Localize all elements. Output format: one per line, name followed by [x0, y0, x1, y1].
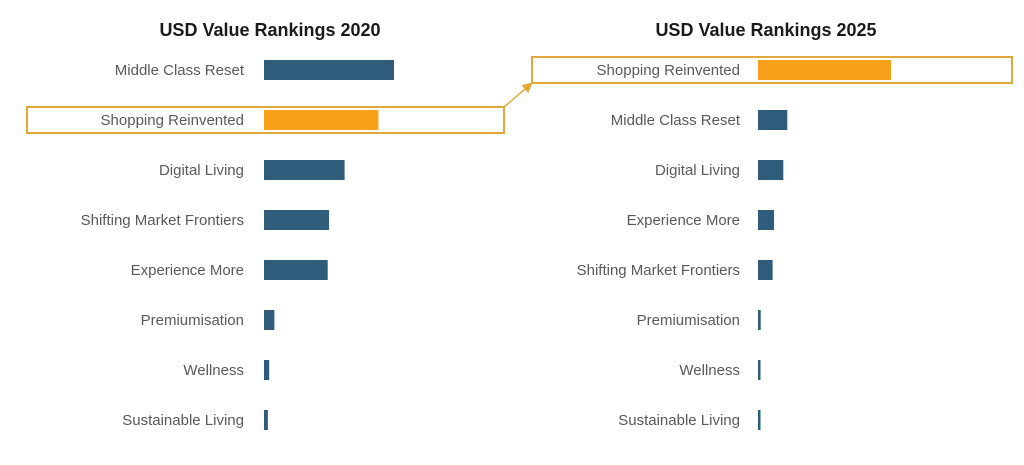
category-label-digital-living: Digital Living	[159, 162, 244, 179]
category-label-shopping-reinvented: Shopping Reinvented	[597, 62, 740, 79]
bar-middle-class-reset	[264, 60, 394, 80]
highlight-connector-arrow	[503, 82, 533, 108]
category-label-middle-class-reset: Middle Class Reset	[115, 62, 245, 79]
category-label-middle-class-reset: Middle Class Reset	[611, 112, 741, 129]
category-label-experience-more: Experience More	[131, 262, 244, 279]
bar-shopping-reinvented	[758, 60, 891, 80]
chart-title-2025: USD Value Rankings 2025	[655, 20, 876, 40]
category-label-sustainable-living: Sustainable Living	[618, 412, 740, 429]
bar-sustainable-living	[758, 410, 761, 430]
category-label-premiumisation: Premiumisation	[141, 312, 244, 329]
bar-middle-class-reset	[758, 110, 788, 130]
category-label-shifting-market-frontiers: Shifting Market Frontiers	[81, 212, 244, 229]
highlight-frame-2020	[26, 106, 505, 134]
bar-sustainable-living	[264, 410, 268, 430]
chart-2025: USD Value Rankings 2025 Shopping Reinven…	[531, 20, 1013, 430]
highlight-frame-2025	[531, 56, 1013, 84]
bar-shopping-reinvented	[264, 110, 379, 130]
bar-shifting-market-frontiers	[758, 260, 773, 280]
category-label-wellness: Wellness	[679, 362, 740, 379]
chart-2020: USD Value Rankings 2020 Middle Class Res…	[26, 20, 505, 430]
bar-digital-living	[264, 160, 345, 180]
category-label-sustainable-living: Sustainable Living	[122, 412, 244, 429]
bar-shifting-market-frontiers	[264, 210, 329, 230]
category-label-premiumisation: Premiumisation	[637, 312, 740, 329]
category-label-experience-more: Experience More	[627, 212, 740, 229]
bars-2025: Shopping Reinvented Middle Class Reset Dig…	[577, 60, 891, 430]
bar-wellness	[758, 360, 761, 380]
bar-wellness	[264, 360, 270, 380]
bar-experience-more	[264, 260, 328, 280]
category-label-digital-living: Digital Living	[655, 162, 740, 179]
bars-2020: Middle Class Reset Shopping Reinvented Dig…	[81, 60, 394, 430]
category-label-wellness: Wellness	[183, 362, 244, 379]
bar-experience-more	[758, 210, 774, 230]
bar-premiumisation	[758, 310, 761, 330]
chart-title-2020: USD Value Rankings 2020	[159, 20, 380, 40]
bar-digital-living	[758, 160, 784, 180]
category-label-shifting-market-frontiers: Shifting Market Frontiers	[577, 262, 740, 279]
bar-premiumisation	[264, 310, 275, 330]
category-label-shopping-reinvented: Shopping Reinvented	[101, 112, 244, 129]
